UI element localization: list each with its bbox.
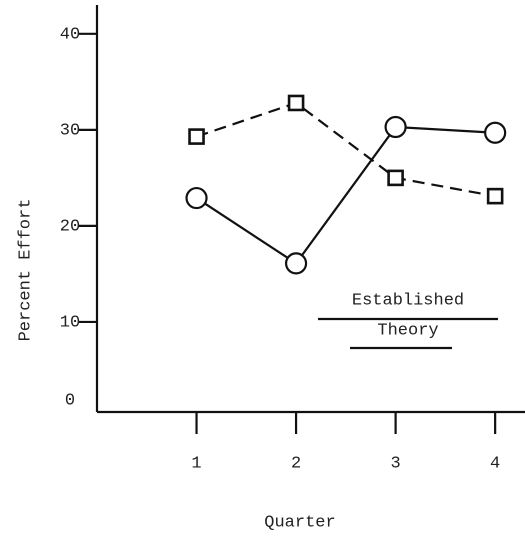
annotation: Theory [377, 321, 438, 340]
y-tick-label: 10 [60, 313, 80, 332]
series-line [196, 101, 496, 198]
marker [387, 169, 404, 187]
x-tick-label: 1 [191, 454, 201, 473]
y-tick-label: 0 [65, 391, 75, 410]
x-tick-label: 3 [391, 454, 401, 473]
x-axis-label: Quarter [264, 513, 335, 532]
marker [384, 115, 407, 139]
x-tick-label: 2 [291, 454, 301, 473]
y-tick-label: 30 [60, 121, 80, 140]
marker [188, 128, 205, 145]
series-line [195, 125, 496, 265]
marker [486, 187, 504, 205]
annotation: Established [352, 291, 464, 310]
x-tick-label: 4 [490, 454, 500, 473]
marker [484, 121, 507, 144]
marker [287, 94, 305, 112]
y-axis-label: Percent Effort [16, 199, 35, 342]
y-tick-label: 40 [60, 25, 80, 44]
y-tick-label: 20 [60, 217, 80, 236]
marker [185, 186, 208, 210]
marker [284, 252, 308, 275]
